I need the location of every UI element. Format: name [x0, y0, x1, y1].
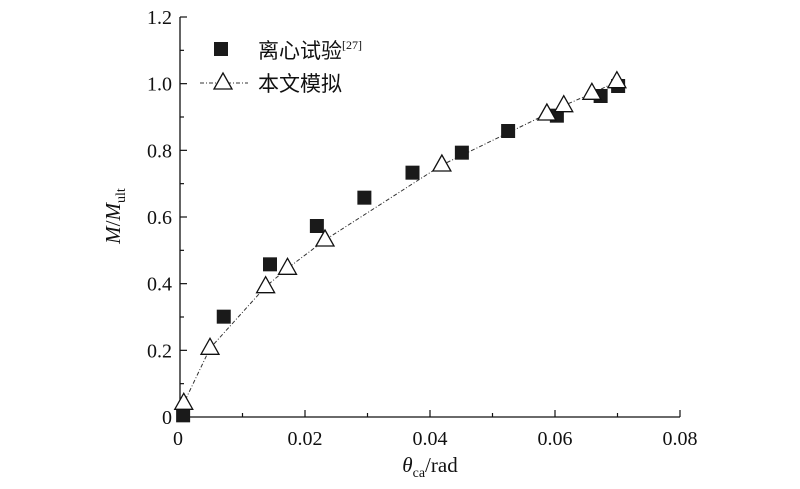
- axes: 0 0.02 0.04 0.06 0.08 0 0.2 0.4 0.6 0.8 1.0 1.2: [147, 7, 698, 450]
- simulation-point: [277, 257, 298, 275]
- simulation-point: [431, 153, 452, 172]
- legend: 离心试验[27] 本文模拟: [200, 38, 362, 96]
- experiment-point: [309, 219, 324, 233]
- simulation-point: [255, 275, 276, 294]
- legend-label-experiment: 离心试验[27]: [258, 38, 362, 63]
- simulation-point: [536, 102, 557, 121]
- simulation-point: [606, 70, 627, 89]
- experiment-point: [454, 145, 469, 160]
- x-axis-label: θca/rad: [402, 453, 458, 481]
- simulation-line: [179, 81, 618, 418]
- marks: [173, 70, 627, 423]
- experiment-point: [216, 309, 231, 324]
- legend-square-marker: [214, 42, 228, 56]
- simulation-point: [199, 337, 221, 355]
- simulation-point: [314, 228, 336, 247]
- experiment-point: [263, 257, 277, 272]
- x-tick-label: 0.08: [663, 428, 698, 450]
- y-tick-label: 1.2: [147, 7, 172, 29]
- y-tick-label: 0: [162, 407, 172, 429]
- y-tick-label: 0.4: [147, 274, 172, 296]
- y-tick-label: 1.0: [147, 74, 172, 96]
- experiment-point: [176, 408, 191, 423]
- simulation-point: [173, 392, 194, 410]
- x-tick-label: 0: [173, 428, 183, 450]
- x-tick-label: 0.04: [413, 428, 448, 450]
- y-tick-label: 0.2: [147, 340, 172, 362]
- y-tick-label: 0.8: [147, 140, 172, 162]
- experiment-point: [501, 124, 516, 138]
- simulation-point: [553, 94, 574, 113]
- legend-triangle-marker: [212, 71, 234, 90]
- y-axis-label: M/Mult: [101, 188, 129, 245]
- x-tick-label: 0.06: [538, 428, 573, 450]
- experiment-point: [405, 165, 420, 180]
- experiment-point: [357, 190, 372, 205]
- y-tick-label: 0.6: [147, 207, 172, 229]
- x-tick-label: 0.02: [288, 428, 323, 450]
- legend-label-simulation: 本文模拟: [258, 72, 342, 96]
- simulation-point: [581, 82, 602, 100]
